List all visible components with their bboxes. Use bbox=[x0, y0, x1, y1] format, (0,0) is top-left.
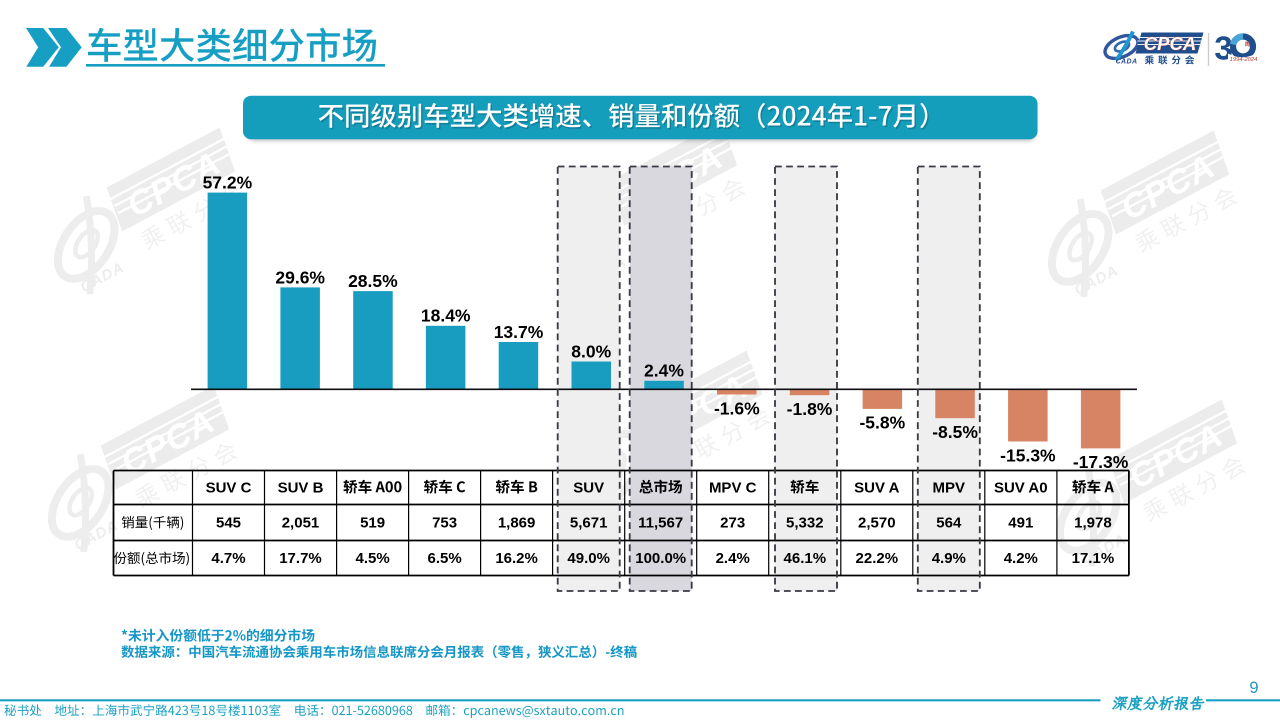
svg-text:SUV C: SUV C bbox=[206, 479, 252, 496]
svg-text:SUV A0: SUV A0 bbox=[994, 479, 1048, 496]
svg-text:SUV A: SUV A bbox=[854, 479, 899, 496]
svg-text:564: 564 bbox=[936, 514, 962, 531]
svg-text:SUV B: SUV B bbox=[278, 479, 324, 496]
svg-text:SUV: SUV bbox=[573, 479, 604, 496]
svg-text:2.4%: 2.4% bbox=[716, 550, 750, 567]
svg-text:4.5%: 4.5% bbox=[355, 550, 389, 567]
svg-text:22.2%: 22.2% bbox=[856, 550, 899, 567]
svg-text:16.2%: 16.2% bbox=[495, 550, 538, 567]
svg-text:MPV: MPV bbox=[933, 479, 966, 496]
svg-text:18.4%: 18.4% bbox=[421, 306, 471, 326]
svg-text:2,570: 2,570 bbox=[858, 514, 896, 531]
svg-text:-1.8%: -1.8% bbox=[787, 399, 833, 419]
svg-text:4.7%: 4.7% bbox=[211, 550, 245, 567]
svg-text:545: 545 bbox=[216, 514, 241, 531]
svg-text:11,567: 11,567 bbox=[638, 514, 683, 531]
svg-text:CADA: CADA bbox=[1116, 59, 1138, 66]
svg-text:5,671: 5,671 bbox=[570, 514, 608, 531]
svg-text:6.5%: 6.5% bbox=[427, 550, 461, 567]
svg-text:1994-2024: 1994-2024 bbox=[1230, 57, 1258, 63]
svg-text:273: 273 bbox=[720, 514, 745, 531]
svg-text:46.1%: 46.1% bbox=[784, 550, 827, 567]
svg-text:13.7%: 13.7% bbox=[494, 322, 544, 342]
svg-text:-5.8%: -5.8% bbox=[859, 413, 905, 433]
svg-text:4.2%: 4.2% bbox=[1004, 550, 1038, 567]
svg-text:519: 519 bbox=[360, 514, 385, 531]
svg-text:-8.5%: -8.5% bbox=[932, 422, 978, 442]
svg-text:5,332: 5,332 bbox=[786, 514, 824, 531]
svg-text:-17.3%: -17.3% bbox=[1073, 452, 1129, 472]
svg-text:100.0%: 100.0% bbox=[635, 550, 686, 567]
svg-text:57.2%: 57.2% bbox=[203, 173, 253, 193]
svg-text:491: 491 bbox=[1008, 514, 1033, 531]
svg-text:MPV C: MPV C bbox=[709, 479, 757, 496]
svg-text:17.7%: 17.7% bbox=[279, 550, 322, 567]
svg-text:2.4%: 2.4% bbox=[644, 361, 684, 381]
svg-text:-1.6%: -1.6% bbox=[714, 398, 760, 418]
svg-text:9: 9 bbox=[1249, 679, 1258, 697]
svg-text:CPCA: CPCA bbox=[1144, 33, 1196, 54]
svg-text:17.1%: 17.1% bbox=[1072, 550, 1115, 567]
svg-text:-15.3%: -15.3% bbox=[1000, 445, 1056, 465]
svg-text:28.5%: 28.5% bbox=[348, 271, 398, 291]
svg-text:29.6%: 29.6% bbox=[275, 267, 325, 287]
svg-text:753: 753 bbox=[432, 514, 457, 531]
svg-text:1,869: 1,869 bbox=[498, 514, 536, 531]
svg-text:8.0%: 8.0% bbox=[571, 341, 611, 361]
svg-text:1,978: 1,978 bbox=[1074, 514, 1112, 531]
svg-text:4.9%: 4.9% bbox=[932, 550, 966, 567]
svg-text:2,051: 2,051 bbox=[282, 514, 320, 531]
svg-text:49.0%: 49.0% bbox=[567, 550, 610, 567]
